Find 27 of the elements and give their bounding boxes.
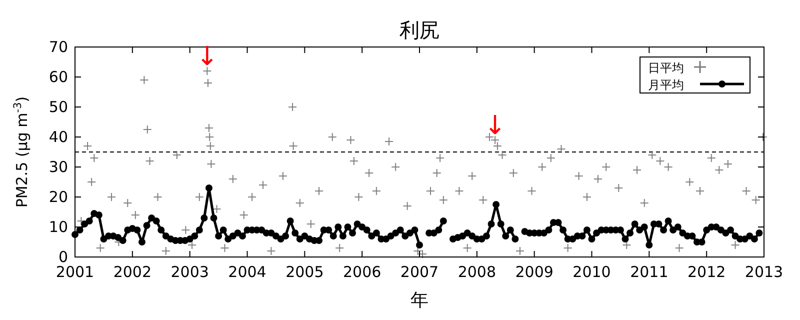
x-axis-title: 年 (410, 290, 428, 311)
x-tick-label: 2011 (630, 263, 668, 281)
y-tick-label: 0 (58, 248, 68, 266)
y-tick-label: 40 (48, 128, 68, 146)
x-tick-label: 2007 (400, 263, 439, 281)
x-tick-label: 2013 (744, 263, 784, 281)
y-tick-label: 60 (48, 68, 68, 86)
legend-label: 日平均 (648, 61, 684, 75)
x-tick-label: 2008 (458, 263, 496, 281)
x-tick-label: 2009 (515, 263, 554, 281)
y-tick-label: 30 (48, 158, 68, 176)
x-tick-label: 2012 (687, 263, 726, 281)
x-tick-label: 2006 (342, 263, 382, 281)
y-tick-label: 70 (48, 38, 68, 56)
x-tick-label: 2001 (56, 263, 94, 281)
x-tick-label: 2010 (572, 263, 611, 281)
annotation: ↓ (484, 111, 506, 141)
chart-title: 利尻 (400, 18, 440, 42)
y-tick-label: 10 (48, 218, 68, 236)
x-tick-label: 2003 (170, 263, 209, 281)
x-tick-label: 2004 (228, 263, 266, 281)
x-tick-label: 2002 (113, 263, 152, 281)
x-tick-label: 2005 (286, 263, 324, 281)
legend-label: 月平均 (648, 78, 684, 92)
annotation: ↓ (196, 42, 218, 72)
y-tick-label: 50 (48, 98, 68, 116)
y-tick-label: 20 (48, 188, 68, 206)
